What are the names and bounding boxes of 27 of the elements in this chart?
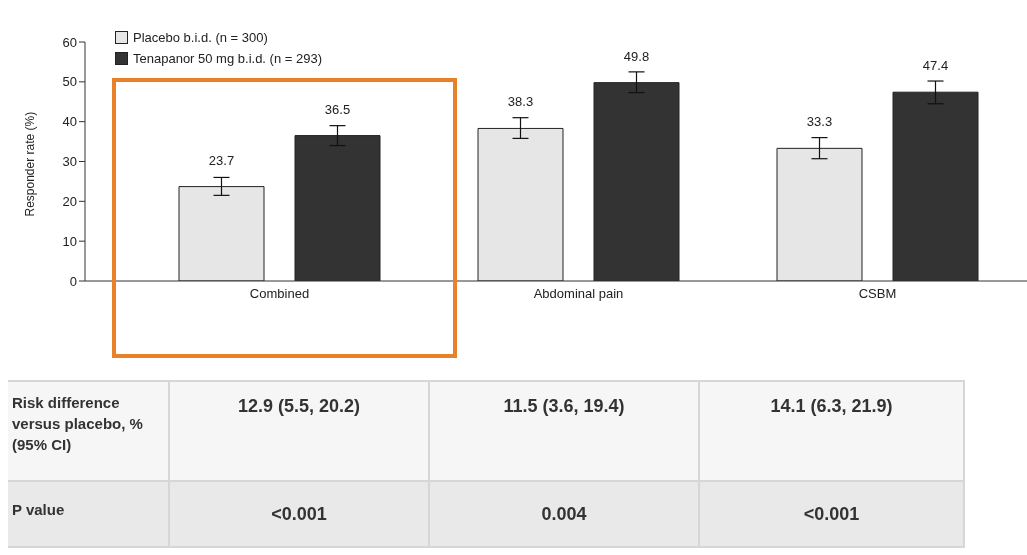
x-tick-label: Abdominal pain [533, 286, 624, 302]
x-tick-label: CSBM [858, 286, 897, 302]
y-tick-label: 20 [62, 193, 77, 209]
legend-label: Tenapanor 50 mg b.i.d. (n = 293) [133, 51, 322, 66]
text: <0.001 [170, 482, 430, 546]
text: 0.004 [430, 482, 700, 546]
y-tick-label: 50 [62, 74, 77, 90]
data-label: 33.3 [806, 114, 833, 130]
y-tick-label: 0 [69, 273, 77, 289]
text: 11.5 (3.6, 19.4) [430, 382, 700, 480]
y-tick-label: 40 [62, 114, 77, 130]
data-label: 47.4 [922, 58, 949, 74]
text: P value [8, 482, 170, 546]
text: 12.9 (5.5, 20.2) [170, 382, 430, 480]
y-axis-title: Responder rate (%) [23, 111, 38, 217]
data-label: 49.8 [623, 48, 650, 64]
text: Risk difference versus placebo, % (95% CI) [8, 382, 170, 480]
y-tick-label: 60 [62, 34, 77, 50]
text: <0.001 [700, 482, 965, 546]
data-label: 38.3 [507, 94, 534, 110]
legend-label: Placebo b.i.d. (n = 300) [133, 30, 268, 45]
y-tick-label: 10 [62, 233, 77, 249]
x-tick-label: Combined [249, 286, 310, 302]
text: 14.1 (6.3, 21.9) [700, 382, 965, 480]
data-label: 36.5 [324, 101, 351, 117]
y-tick-label: 30 [62, 154, 77, 170]
data-label: 23.7 [208, 152, 235, 168]
